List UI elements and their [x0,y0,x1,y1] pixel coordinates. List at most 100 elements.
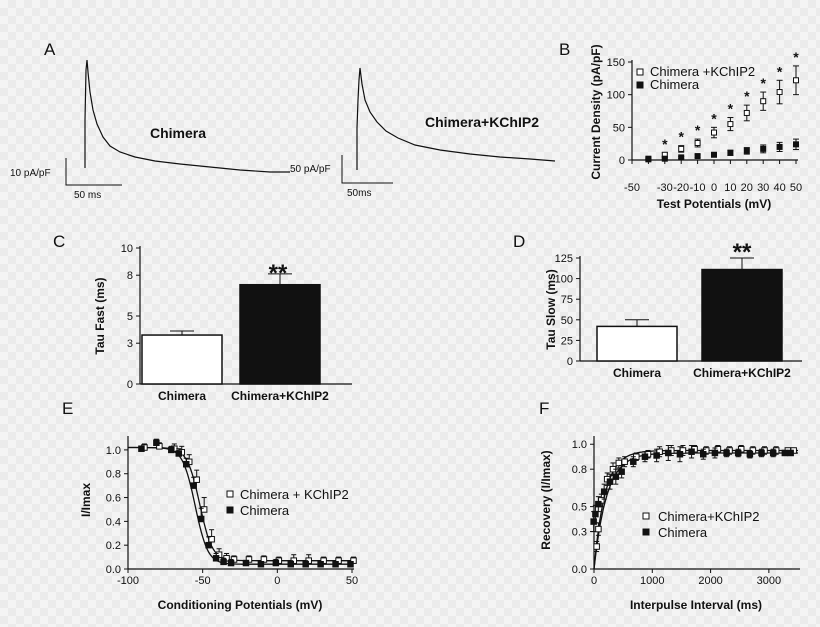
f-y-axis-label: Recovery (I/Imax) [539,450,553,549]
b-series-1-point [678,154,685,161]
f-series-0-point [615,459,623,467]
f-series-1-point [600,488,608,495]
f-series-1-point [699,450,707,458]
f-series-1-point [590,518,597,525]
f-series-1-point [688,448,695,455]
b-x-tick-label: 50 [790,182,802,194]
b-series-1-point [727,149,734,156]
c-bar-1 [239,283,321,385]
e-series-1-point [205,541,212,549]
b-y-tick-label: 100 [607,90,625,102]
b-x-axis-label: Test Potentials (mV) [657,197,771,211]
scale-bar-chimera-kchip2 [341,155,393,184]
e-legend-1-point [226,506,234,514]
b-star: * [678,129,684,145]
scale-bar-chimera [65,158,122,186]
b-y-tick-label: 50 [613,122,625,134]
e-legend-0-point [226,490,234,498]
e-series-1-point [168,446,175,454]
b-series-1-point [661,155,668,162]
f-series-0-point [595,525,602,533]
b-series-1-point [711,151,717,158]
d-y-tick-label: 75 [561,294,573,306]
f-legend-label-0: Chimera+KChIP2 [658,509,760,524]
e-legend-label-1: Chimera [240,503,290,518]
f-series-1-point [612,473,620,480]
b-star: * [744,88,750,104]
e-series-1-point [332,560,339,568]
panel-label-b: B [559,40,570,59]
b-series-0-point [776,89,783,96]
f-series-1-point [606,478,614,485]
d-y-tick-label: 25 [561,335,573,347]
b-y-axis-label: Current Density (pA/pF) [589,44,603,179]
b-legend-label-1: Chimera [650,77,700,92]
f-series-1-point [653,452,660,459]
trace-chimera-label: Chimera [150,125,206,141]
f-x-tick-label: 2000 [698,575,722,587]
e-series-1-point [347,560,354,568]
f-legend-label-1: Chimera [658,525,708,540]
b-x-tick-label: -50 [624,182,640,194]
e-series-1-point [212,555,220,562]
f-series-1-point [630,458,637,465]
d-y-tick-label: 50 [561,315,573,327]
b-series-0-point [694,140,701,147]
e-y-tick-label: 1.0 [106,445,121,457]
d-category-label-1: Chimera+KChIP2 [693,366,791,380]
e-y-tick-label: 0.8 [106,469,121,481]
f-y-tick-label: 0.3 [572,527,587,539]
b-x-tick-label: -30 [657,182,673,194]
panel-label-f: F [539,399,549,418]
e-series-1-point [317,560,324,568]
c-category-label-0: Chimera [158,389,206,403]
e-y-tick-label: 0.2 [106,540,121,552]
e-x-axis-label: Conditioning Potentials (mV) [158,598,323,612]
b-star: * [793,49,799,65]
b-star: * [777,63,783,79]
trace-chimera [84,59,290,173]
e-legend-label-0: Chimera + KChIP2 [240,487,349,502]
f-series-1-point [758,449,765,457]
e-series-1-point [287,560,295,568]
trace-chimera-kchip2 [356,67,556,170]
b-legend-label-0: Chimera +KChIP2 [650,64,755,79]
e-series-1-point [190,482,197,489]
e-series-1-point [257,560,265,568]
e-x-tick-label: -100 [117,575,139,587]
e-series-1-point [220,558,227,566]
b-x-tick-label: 10 [724,182,736,194]
e-x-tick-label: -50 [195,575,211,587]
b-series-0-point [711,129,717,136]
f-series-0-point [621,458,628,465]
f-x-axis-label: Interpulse Interval (ms) [630,598,762,612]
b-series-0-point [793,77,799,84]
c-category-label-1: Chimera+KChIP2 [231,389,329,403]
f-legend-1-point [642,528,650,536]
sig-mark-d: ** [733,239,752,266]
f-series-1-point [781,449,789,457]
b-x-tick-label: 0 [711,182,717,194]
d-bar-0 [596,325,678,362]
b-star: * [728,101,734,117]
e-series-1-point [302,560,309,568]
f-series-1-point [734,449,742,457]
d-bar-1 [701,268,783,362]
e-y-tick-label: 0.4 [106,516,121,528]
e-x-tick-label: 50 [346,575,358,587]
e-series-1-point [175,450,183,457]
d-y-axis-label: Tau Slow (ms) [544,269,558,349]
f-series-1-point [641,453,649,460]
f-y-tick-label: 1.0 [572,439,587,451]
f-series-1-point [665,449,672,457]
b-x-tick-label: 40 [773,182,785,194]
c-y-tick-label: 10 [121,243,133,255]
f-series-1-point [746,450,754,458]
f-series-1-point [592,510,599,518]
scale-y-chimera: 10 pA/pF [10,168,51,179]
b-series-0-point [727,121,734,128]
b-series-1-point [793,141,799,148]
c-bar-0 [141,334,223,385]
c-y-tick-label: 5 [127,311,133,323]
